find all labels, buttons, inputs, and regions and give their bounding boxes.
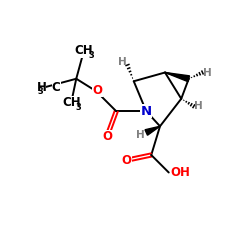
Text: OH: OH [170,166,190,179]
Text: H: H [194,101,203,111]
Text: H: H [136,130,145,140]
Text: H: H [203,68,212,78]
Polygon shape [145,126,160,135]
Text: 3: 3 [76,103,82,112]
Text: 3: 3 [38,87,44,96]
Text: N: N [141,105,152,118]
Text: 3: 3 [88,51,94,60]
Text: O: O [92,84,102,96]
Polygon shape [165,72,190,82]
Text: O: O [121,154,131,166]
Text: O: O [102,130,113,143]
Text: CH: CH [62,96,80,110]
Text: H: H [118,57,126,67]
Text: CH: CH [74,44,93,57]
Text: C: C [52,81,60,94]
Text: H: H [36,81,46,94]
